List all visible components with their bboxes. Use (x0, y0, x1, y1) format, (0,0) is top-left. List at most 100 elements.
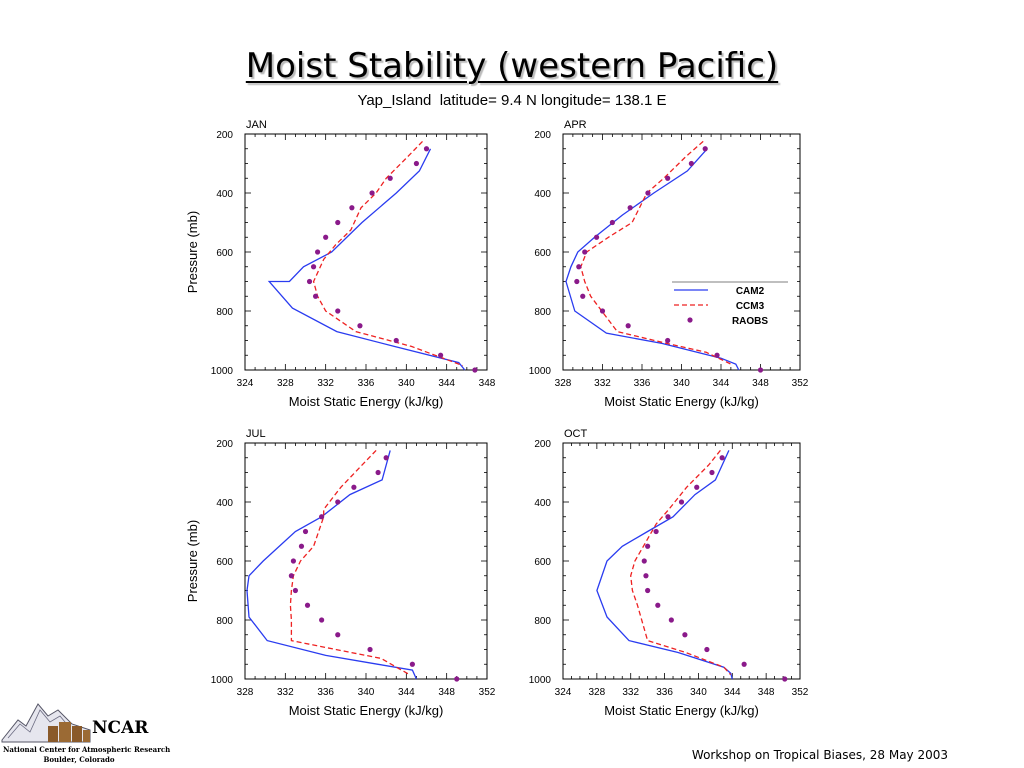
slide-title: Moist Stability (western Pacific) (245, 46, 779, 86)
y-axis-label: Pressure (mb) (185, 211, 200, 293)
x-tick-label: 348 (479, 378, 496, 389)
raobs-point (349, 205, 355, 211)
raobs-point (645, 543, 651, 549)
series-line-cam2 (596, 450, 733, 680)
y-tick-label: 1000 (211, 675, 234, 686)
raobs-point (574, 278, 580, 285)
raobs-point (719, 455, 725, 461)
x-tick-label: 332 (317, 378, 334, 389)
x-tick-label: 352 (792, 687, 809, 698)
plot-frame (562, 442, 801, 680)
panel-apr: 328 332 336 340 344 348 352 200 400 600 800 1000 APR… (529, 119, 809, 409)
raobs-point (438, 352, 444, 358)
raobs-point (393, 337, 399, 344)
panel-label: APR (564, 119, 587, 131)
series-line-cam2 (565, 148, 740, 371)
raobs-point (335, 308, 341, 314)
raobs-point (357, 323, 363, 329)
series-line-ccm3 (289, 449, 410, 676)
raobs-point (319, 514, 325, 520)
raobs-point (665, 175, 671, 181)
panel-label: JUL (246, 428, 266, 440)
ncar-logo-mountains-icon (1, 703, 91, 743)
raobs-point (593, 234, 600, 240)
raobs-point (387, 175, 393, 181)
raobs-point (315, 249, 321, 255)
y-tick-label: 800 (534, 307, 551, 318)
raobs-point (645, 587, 651, 594)
y-tick-label: 1000 (211, 366, 234, 377)
raobs-point (351, 484, 357, 490)
raobs-point (709, 469, 715, 476)
y-axis-label: Pressure (mb) (185, 520, 200, 602)
x-tick-label: 352 (792, 378, 809, 389)
raobs-point (367, 646, 373, 653)
raobs-point (665, 514, 671, 520)
raobs-point (599, 308, 606, 314)
raobs-point (645, 190, 651, 196)
raobs-point (625, 323, 631, 329)
legend-entry-label: CCM3 (736, 301, 765, 312)
panel-jul: 328 332 336 340 344 348 352 200 400 600 800 1000 JUL… (185, 428, 496, 718)
x-tick-label: 332 (594, 378, 611, 389)
x-tick-label: 348 (758, 687, 775, 698)
x-tick-label: 348 (752, 378, 769, 389)
series-line-ccm3 (630, 449, 732, 676)
x-tick-label: 328 (555, 378, 572, 389)
raobs-point (609, 219, 615, 226)
logo-institution: National Center for Atmospheric Research (3, 745, 171, 754)
raobs-point (576, 264, 582, 270)
y-tick-label: 1000 (529, 675, 552, 686)
raobs-point (714, 352, 720, 358)
raobs-point (741, 661, 747, 667)
raobs-point (335, 632, 341, 638)
chart-heading: Yap_Island latitude= 9.4 N longitude= 13… (357, 92, 667, 109)
legend-entry-label: RAOBS (732, 316, 768, 327)
x-tick-label: 336 (634, 378, 651, 389)
panel-jan: 324 328 332 336 340 344 348 200 400 600 800 1000 JAN… (185, 119, 496, 409)
x-tick-label: 344 (398, 687, 415, 698)
y-tick-label: 400 (216, 498, 233, 509)
raobs-point (290, 558, 296, 564)
raobs-point (702, 146, 708, 152)
panel-oct: 324 328 332 336 340 344 348 352 200 400 600 800 1000… (529, 428, 809, 718)
raobs-point (582, 249, 588, 255)
legend-entry-label: CAM2 (736, 286, 765, 297)
raobs-point (423, 146, 430, 152)
y-tick-label: 800 (216, 616, 233, 627)
y-tick-label: 600 (534, 248, 551, 259)
raobs-point (335, 219, 341, 226)
y-tick-label: 400 (534, 189, 551, 200)
raobs-point (375, 469, 381, 476)
y-tick-label: 1000 (529, 366, 552, 377)
raobs-point (643, 573, 649, 579)
raobs-point (298, 543, 305, 549)
raobs-point (704, 646, 710, 653)
raobs-point (409, 661, 415, 667)
y-tick-label: 400 (216, 189, 233, 200)
raobs-point (782, 676, 788, 682)
raobs-point (335, 499, 341, 505)
y-tick-label: 200 (216, 439, 233, 450)
panel-label: OCT (564, 428, 588, 440)
x-tick-label: 328 (277, 378, 294, 389)
series-line-cam2 (246, 450, 417, 680)
x-axis-label: Moist Static Energy (kJ/kg) (604, 703, 759, 718)
raobs-point (757, 367, 764, 373)
y-tick-label: 200 (534, 130, 551, 141)
logo-wordmark: NCAR (92, 718, 149, 738)
x-tick-label: 324 (237, 378, 254, 389)
raobs-point (310, 264, 317, 270)
panel-label: JAN (246, 119, 267, 131)
y-tick-label: 200 (534, 439, 551, 450)
series-line-cam2 (267, 148, 466, 371)
raobs-point (641, 558, 647, 564)
y-tick-label: 200 (216, 130, 233, 141)
raobs-point (302, 528, 309, 535)
raobs-point (472, 367, 478, 373)
raobs-point (312, 293, 319, 299)
x-tick-label: 328 (589, 687, 606, 698)
raobs-point (383, 455, 389, 461)
raobs-point (682, 632, 688, 638)
raobs-point (580, 293, 586, 299)
